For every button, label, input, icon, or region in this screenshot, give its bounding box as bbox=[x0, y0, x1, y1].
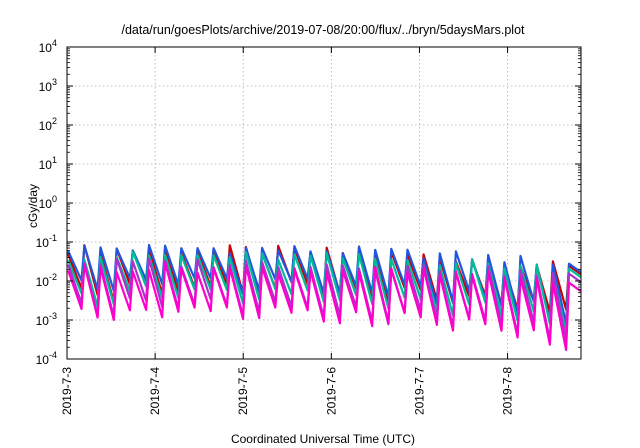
axes: 10-4 10-3 10-2 10-1 100 101 102 103 104 2019-7-3 2… bbox=[36, 38, 582, 415]
y-tick-label: 10-3 bbox=[36, 311, 57, 328]
y-tick-label: 104 bbox=[39, 38, 57, 55]
y-axis-label: cGy/day bbox=[26, 184, 40, 228]
x-tick-label: 2019-7-4 bbox=[148, 367, 162, 415]
y-tick-label: 100 bbox=[39, 194, 57, 211]
y-tick-label: 102 bbox=[39, 116, 57, 133]
y-tick-label: 10-4 bbox=[36, 350, 57, 367]
x-tick-label: 2019-7-7 bbox=[412, 367, 426, 415]
x-axis-label: Coordinated Universal Time (UTC) bbox=[231, 432, 415, 446]
x-tick-label: 2019-7-3 bbox=[60, 367, 74, 415]
series-group bbox=[67, 243, 582, 351]
y-tick-label: 103 bbox=[39, 77, 57, 94]
y-tick-label: 10-1 bbox=[36, 233, 57, 250]
plot-frame bbox=[66, 46, 582, 360]
x-tick-label: 2019-7-5 bbox=[236, 367, 250, 415]
y-tick-label: 101 bbox=[39, 155, 57, 172]
y-tick-label: 10-2 bbox=[36, 272, 57, 289]
chart-title: /data/run/goesPlots/archive/2019-07-08/2… bbox=[121, 23, 525, 37]
series-line-4 bbox=[67, 262, 582, 351]
x-tick-label: 2019-7-8 bbox=[501, 367, 515, 415]
x-tick-label: 2019-7-6 bbox=[324, 367, 338, 415]
